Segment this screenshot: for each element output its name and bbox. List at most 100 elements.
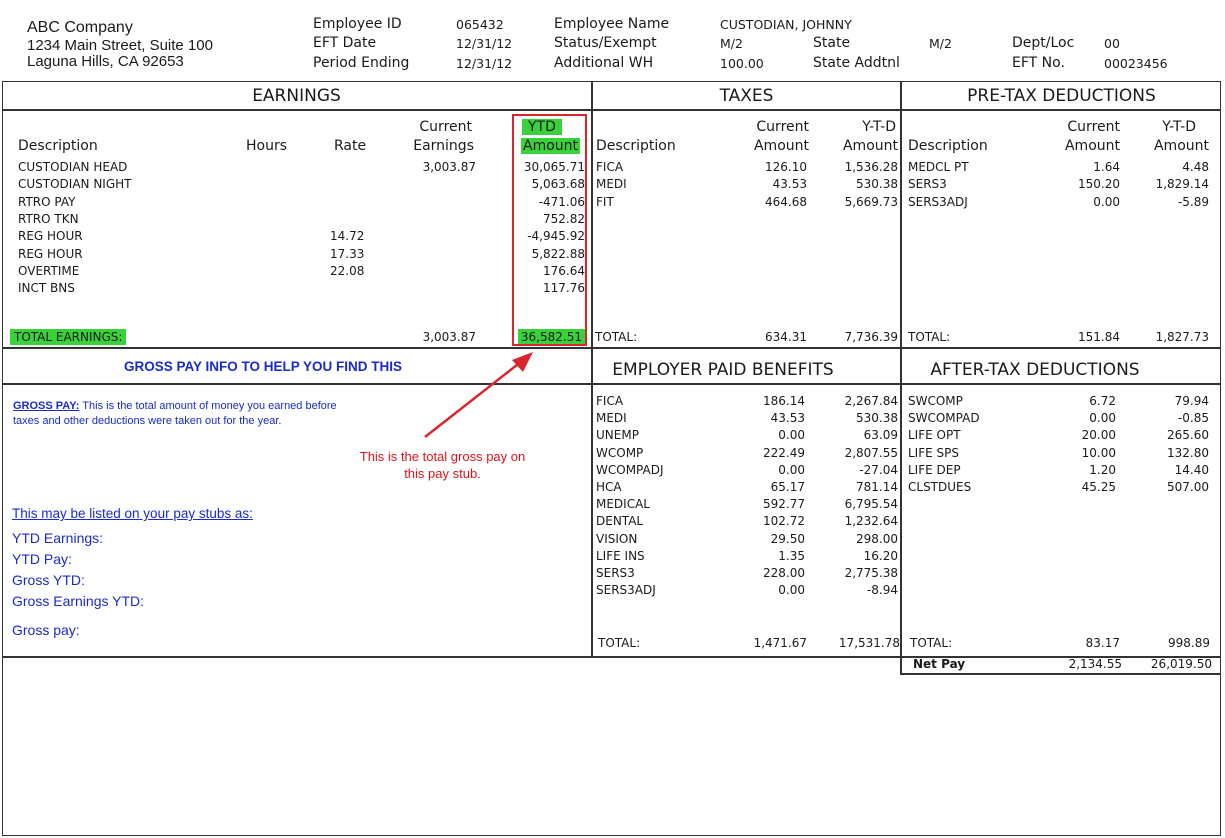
aftertax-total-current: 83.17: [1085, 636, 1120, 650]
earnings-col-earnings: Earnings: [413, 138, 474, 154]
eft-no-value: 00023456: [1104, 56, 1168, 71]
state-label: State: [813, 35, 851, 51]
aftertax-row-description: LIFE DEP: [908, 462, 961, 477]
earnings-row-ytd: 30,065.71: [523, 160, 585, 174]
gross-pay-definition-line2: taxes and other deductions were taken ou…: [13, 415, 282, 427]
mid-divider: [2, 347, 1221, 349]
employer-row-ytd: 2,775.38: [844, 566, 898, 580]
aftertax-total-ytd: 998.89: [1168, 636, 1210, 650]
taxes-total-current: 634.31: [765, 330, 807, 344]
pretax-total-ytd: 1,827.73: [1155, 330, 1209, 344]
state-addtnl-label: State Addtnl: [813, 55, 900, 71]
net-pay-ytd: 26,019.50: [1150, 657, 1212, 671]
earnings-col-ytd: YTD: [522, 119, 562, 135]
alias-gross-pay: Gross pay:: [12, 622, 80, 638]
earnings-row-description: CUSTODIAN NIGHT: [18, 177, 132, 192]
employer-row-ytd: -27.04: [859, 462, 898, 477]
ytd-highlight-box: [512, 114, 587, 346]
earnings-col-description: Description: [18, 138, 98, 154]
aftertax-row-ytd: 507.00: [1167, 480, 1209, 494]
employer-row-ytd: 781.14: [856, 480, 898, 494]
net-pay-current: 2,134.55: [1068, 657, 1122, 671]
employee-name-value: CUSTODIAN, JOHNNY: [720, 17, 852, 32]
employer-row-current: 43.53: [770, 411, 805, 426]
taxes-total-ytd: 7,736.39: [844, 330, 898, 344]
col-divider-1: [591, 81, 593, 657]
total-earnings-ytd: 36,582.51: [510, 329, 585, 345]
employer-row-current: 0.00: [778, 583, 805, 598]
eft-date-value: 12/31/12: [456, 36, 513, 51]
pretax-col-description: Description: [908, 138, 988, 154]
earnings-row-description: REG HOUR: [18, 229, 83, 244]
aftertax-row-description: CLSTDUES: [908, 480, 972, 494]
employer-row-current: 0.00: [778, 462, 805, 477]
alias-gross-earnings-ytd: Gross Earnings YTD:: [12, 593, 145, 609]
earnings-row-description: INCT BNS: [18, 281, 75, 296]
earnings-row-ytd: 5,063.68: [531, 177, 585, 192]
employer-row-description: WCOMPADJ: [596, 462, 664, 477]
aftertax-row-ytd: -0.85: [1177, 411, 1209, 426]
earnings-col-rate: Rate: [334, 138, 367, 154]
taxes-col-current-amount: Amount: [753, 138, 809, 154]
taxes-title: TAXES: [719, 86, 774, 106]
employer-row-description: SERS3ADJ: [596, 583, 656, 598]
taxes-col-description: Description: [596, 138, 676, 154]
earnings-row-ytd: 117.76: [543, 281, 585, 296]
earnings-row-ytd: 176.64: [543, 263, 585, 278]
aftertax-row-current: 20.00: [1081, 428, 1116, 443]
additional-wh-value: 100.00: [720, 56, 764, 71]
taxes-col-ytd-amount: Amount: [842, 138, 898, 154]
pretax-row-ytd: -5.89: [1177, 194, 1209, 209]
tax-row-description: FIT: [596, 194, 614, 209]
aftertax-row-ytd: 265.60: [1167, 428, 1209, 443]
aftertax-row-current: 45.25: [1081, 480, 1116, 494]
aftertax-row-ytd: 14.40: [1174, 462, 1209, 477]
earnings-row-rate: 22.08: [330, 263, 365, 278]
info-divider: [2, 383, 592, 385]
annotation-line2: this pay stub.: [404, 466, 481, 481]
pretax-row-ytd: 4.48: [1182, 160, 1209, 174]
taxes-col-current: Current: [756, 119, 809, 135]
pretax-row-current: 0.00: [1093, 194, 1120, 209]
employee-id-label: Employee ID: [313, 16, 402, 32]
tax-row-ytd: 5,669.73: [844, 194, 898, 209]
earnings-row-description: RTRO PAY: [18, 194, 76, 209]
earnings-title: EARNINGS: [252, 86, 341, 106]
employer-row-current: 65.17: [770, 480, 805, 494]
eft-no-label: EFT No.: [1012, 55, 1065, 71]
aftertax-total-label: TOTAL:: [910, 636, 953, 650]
total-earnings-current: 3,003.87: [422, 330, 476, 344]
aftertax-row-description: SWCOMPAD: [908, 411, 980, 426]
employer-row-ytd: -8.94: [866, 583, 898, 598]
employer-row-ytd: 6,795.54: [844, 497, 898, 512]
pretax-row-description: SERS3ADJ: [908, 194, 968, 209]
tax-row-ytd: 530.38: [856, 177, 898, 192]
employer-row-current: 228.00: [763, 566, 805, 580]
gross-pay-definition-line1: GROSS PAY: This is the total amount of m…: [13, 400, 337, 412]
aftertax-row-current: 1.20: [1089, 462, 1116, 477]
state-value: M/2: [929, 36, 952, 51]
tax-row-current: 126.10: [765, 160, 807, 174]
employer-row-description: FICA: [596, 394, 624, 408]
section-header-divider: [2, 109, 1221, 111]
total-earnings-label: TOTAL EARNINGS:: [10, 329, 127, 345]
employer-row-description: MEDI: [596, 411, 627, 426]
employer-row-description: UNEMP: [596, 428, 639, 443]
alias-ytd-earnings: YTD Earnings:: [12, 530, 104, 546]
annotation-arrow-head: [512, 352, 533, 372]
employer-benefits-title: EMPLOYER PAID BENEFITS: [612, 360, 834, 380]
tax-row-ytd: 1,536.28: [844, 160, 898, 174]
employer-row-ytd: 1,232.64: [844, 514, 898, 529]
tax-row-current: 464.68: [765, 194, 807, 209]
employer-row-ytd: 2,807.55: [844, 445, 898, 460]
pretax-row-ytd: 1,829.14: [1155, 177, 1209, 192]
employee-id-value: 065432: [456, 17, 504, 32]
employer-row-ytd: 63.09: [863, 428, 898, 443]
earnings-row-description: OVERTIME: [18, 263, 80, 278]
period-ending-value: 12/31/12: [456, 56, 513, 71]
aftertax-row-current: 0.00: [1089, 411, 1116, 426]
employer-total-label: TOTAL:: [598, 636, 641, 650]
taxes-total-label: TOTAL:: [595, 330, 638, 344]
employer-row-ytd: 2,267.84: [844, 394, 898, 408]
